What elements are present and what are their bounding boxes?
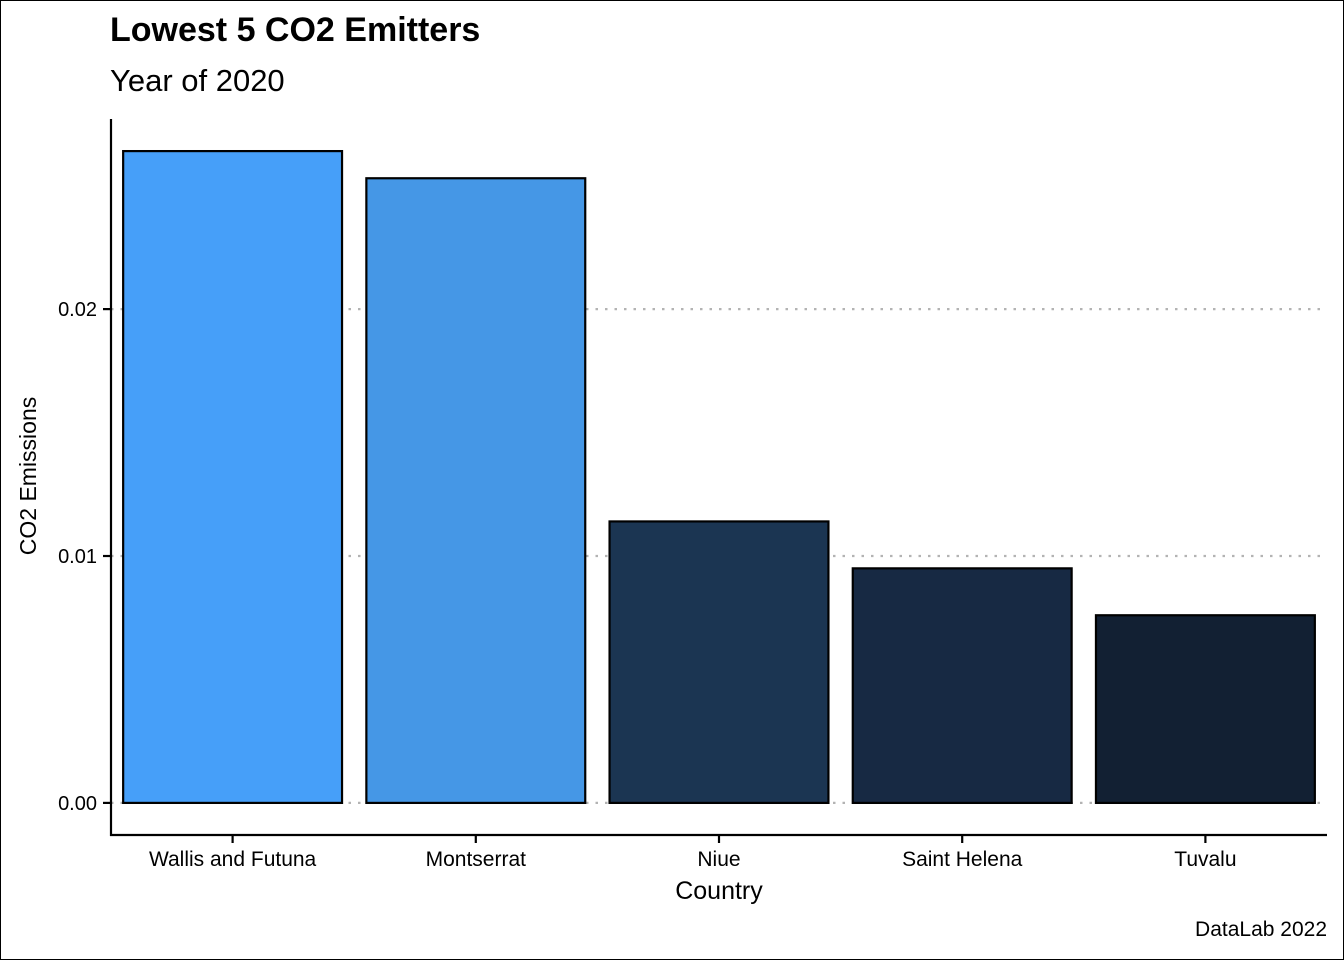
bar-3 bbox=[851, 567, 1073, 805]
y-tick-label-0: 0.00 bbox=[58, 793, 97, 815]
bars bbox=[122, 149, 1316, 805]
y-axis-title: CO2 Emissions bbox=[15, 397, 41, 555]
bar-0 bbox=[122, 149, 344, 805]
bar-1 bbox=[365, 177, 587, 805]
x-tick-label-2: Niue bbox=[697, 848, 740, 871]
x-axis-title: Country bbox=[675, 877, 763, 905]
y-tick-label-1: 0.01 bbox=[58, 546, 97, 568]
y-tick-label-2: 0.02 bbox=[58, 299, 97, 321]
axes: 0.00 0.01 0.02 Wallis and Futuna Montserrat N… bbox=[58, 119, 1327, 871]
x-tick-label-4: Tuvalu bbox=[1174, 848, 1236, 871]
bar-2 bbox=[608, 520, 830, 805]
x-tick-label-1: Montserrat bbox=[426, 848, 527, 871]
chart-title: Lowest 5 CO2 Emitters bbox=[110, 11, 481, 49]
x-tick-label-0: Wallis and Futuna bbox=[149, 848, 317, 871]
bar-4 bbox=[1094, 614, 1316, 805]
chart-subtitle: Year of 2020 bbox=[110, 63, 285, 98]
chart-caption: DataLab 2022 bbox=[1195, 918, 1327, 941]
x-tick-label-3: Saint Helena bbox=[902, 848, 1023, 871]
